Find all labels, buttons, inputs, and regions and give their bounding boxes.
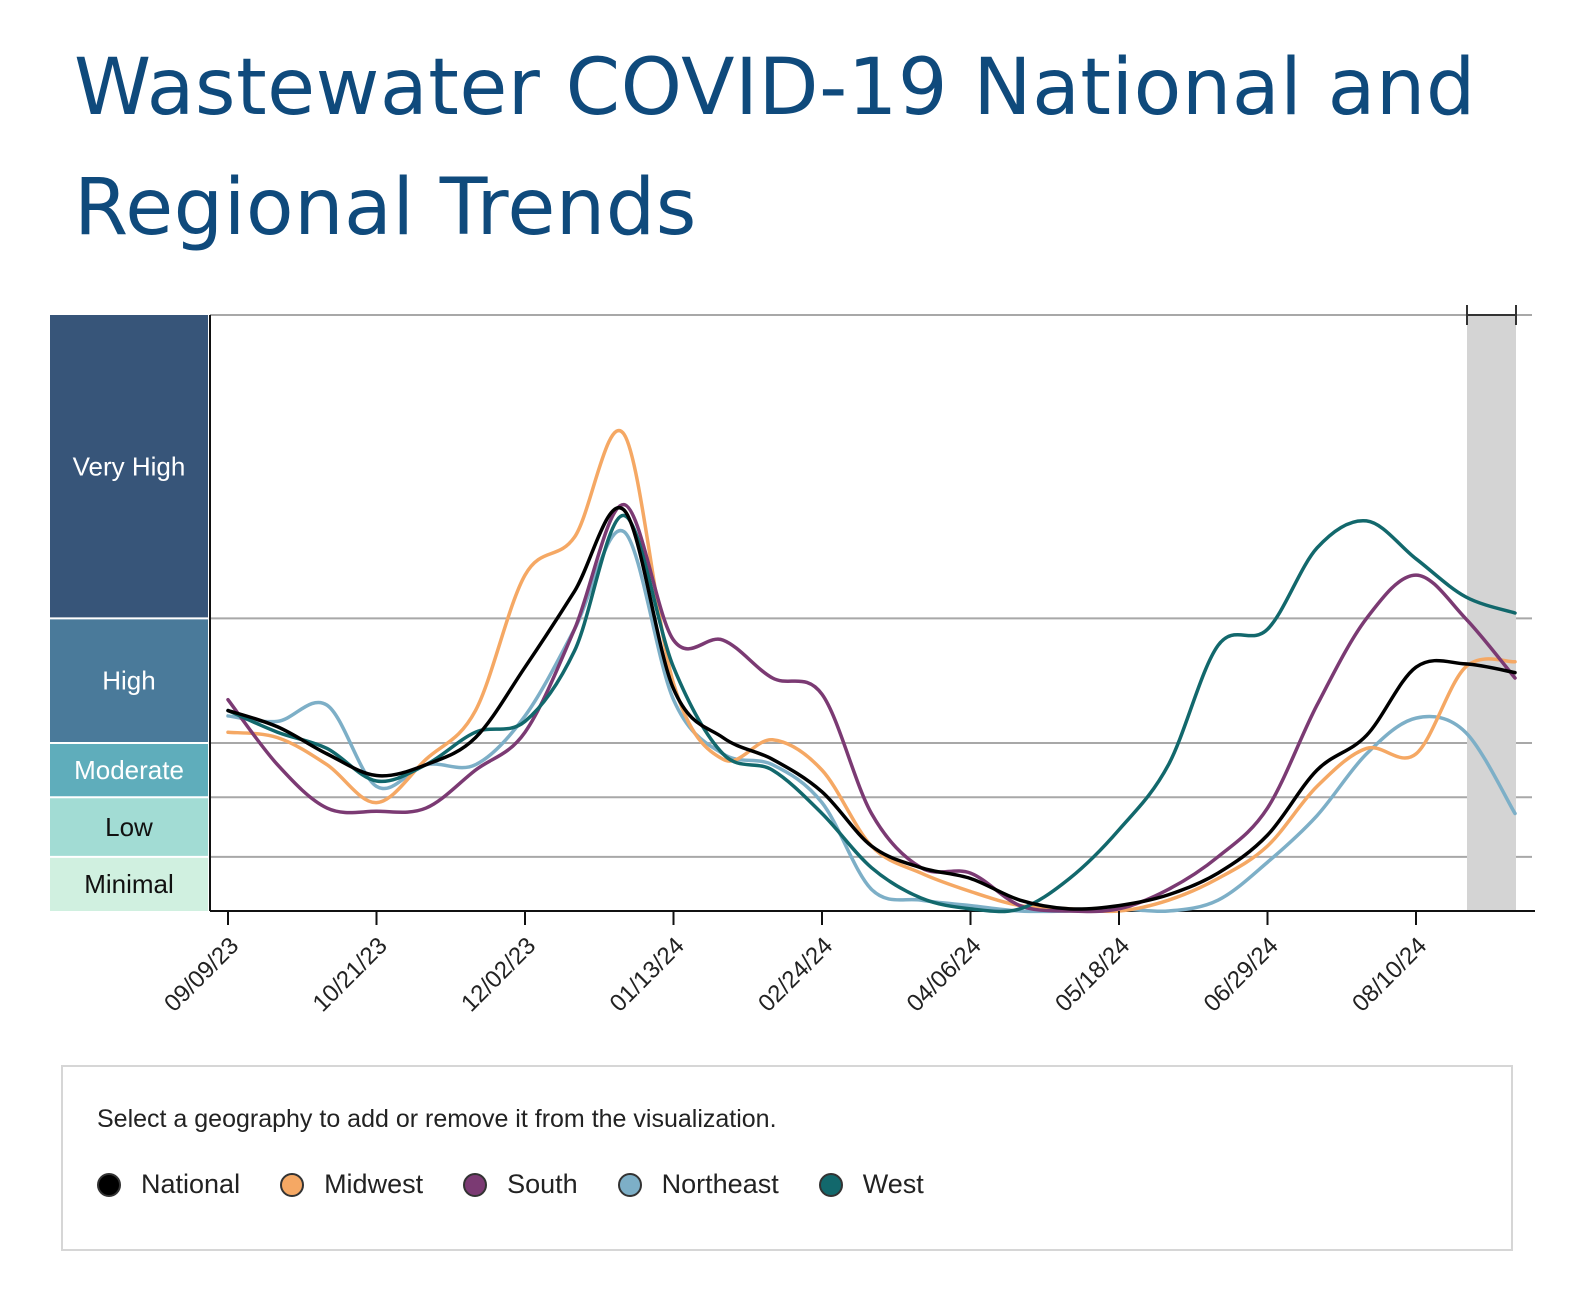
legend-label: West [862, 1169, 924, 1199]
legend-item-national[interactable]: National [97, 1169, 240, 1200]
x-tick-label: 01/13/24 [605, 932, 690, 1017]
series-line-west [226, 513, 1517, 914]
axes [209, 315, 1535, 912]
projection-region [1466, 305, 1517, 911]
level-label: High [102, 666, 155, 696]
x-tick-label: 12/02/23 [456, 932, 541, 1017]
x-tick-label: 09/09/23 [159, 932, 244, 1017]
level-band-high [50, 618, 208, 744]
legend-label: South [507, 1169, 578, 1199]
x-tick-label: 05/18/24 [1050, 932, 1135, 1017]
legend-item-west[interactable]: West [818, 1169, 924, 1200]
level-band-minimal [50, 856, 208, 911]
trend-chart: Very High High Moderate Low Minimal 09/09/23… [50, 305, 1535, 1017]
x-tick-label: 02/24/24 [753, 932, 838, 1017]
legend-item-northeast[interactable]: Northeast [617, 1169, 779, 1200]
series-line-national [226, 505, 1517, 911]
series-line-midwest [226, 429, 1517, 914]
level-label: Minimal [84, 869, 174, 899]
legend-label: Northeast [661, 1169, 779, 1199]
x-tick-label: 04/06/24 [902, 932, 987, 1017]
legend-item-midwest[interactable]: Midwest [280, 1169, 423, 1200]
legend-swatch [280, 1172, 305, 1197]
x-tick-label: 10/21/23 [308, 932, 393, 1017]
legend-swatch [97, 1172, 121, 1197]
legend-swatch [463, 1172, 488, 1197]
legend-swatch [818, 1172, 843, 1197]
projection-shade [1467, 315, 1516, 911]
level-label: Low [105, 812, 153, 842]
legend-instruction: Select a geography to add or remove it f… [97, 1105, 777, 1133]
level-band-very-high [50, 315, 208, 619]
level-bands: Very High High Moderate Low Minimal [50, 315, 208, 911]
legend-swatch [617, 1172, 642, 1197]
series-lines [226, 429, 1517, 914]
x-tick-label: 08/10/24 [1347, 932, 1432, 1017]
legend-label: National [141, 1169, 241, 1199]
legend-item-south[interactable]: South [463, 1169, 578, 1200]
level-band-moderate [50, 743, 208, 798]
series-line-south [226, 502, 1517, 914]
level-band-low [50, 797, 208, 857]
series-line-northeast [226, 528, 1517, 914]
x-tick-label: 06/29/24 [1199, 932, 1284, 1017]
legend-panel: Select a geography to add or remove it f… [61, 1065, 1513, 1251]
x-axis-ticks: 09/09/23 10/21/23 12/02/23 01/13/24 02/24/24… [159, 911, 1432, 1017]
level-label: Moderate [74, 755, 184, 785]
level-label: Very High [73, 452, 186, 482]
legend-label: Midwest [324, 1169, 424, 1199]
gridlines [210, 314, 1532, 858]
legend-items: National Midwest South Northeast West [97, 1169, 964, 1200]
page-title: Wastewater COVID-19 National and Regiona… [74, 43, 1476, 253]
